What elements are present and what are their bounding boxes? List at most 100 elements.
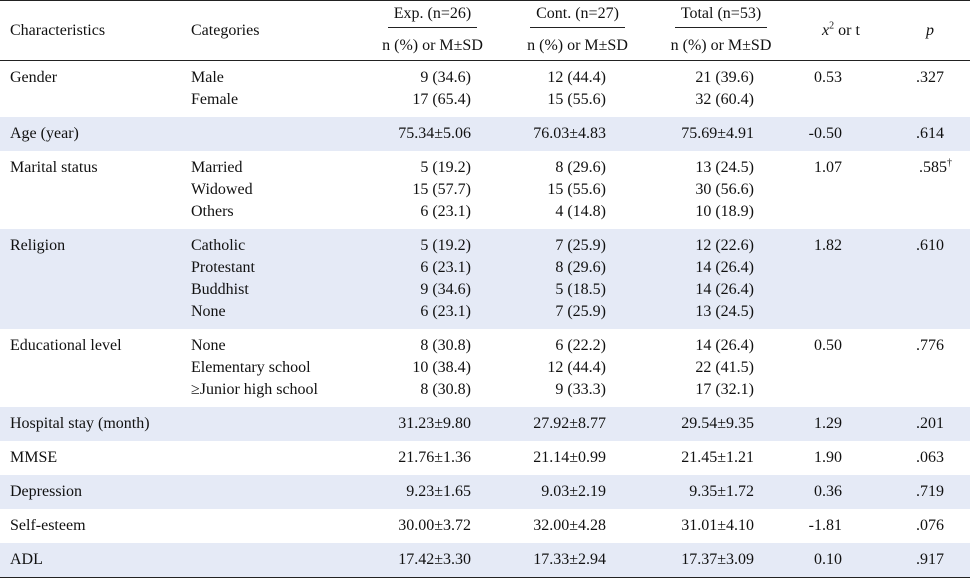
p-value: .201 [916,415,944,432]
table-row-religion: Religion Catholic Protestant Buddhist No… [0,229,970,329]
col-header-exp-label: Exp. (n=26) [387,5,478,28]
p-value: .327 [916,69,944,86]
table-row-self-esteem: Self-esteem 30.00±3.72 32.00±4.28 31.01±… [0,509,970,543]
total-values: 12 (22.6) 14 (26.4) 14 (26.4) 13 (24.5) [650,229,792,329]
cont-value: 27.92±8.77 [533,415,606,432]
total-value: 14 (26.4) [695,259,754,276]
cont-value: 12 (44.4) [547,69,606,86]
total-value: 9.35±1.72 [689,483,754,500]
total-value: 10 (18.9) [695,203,754,220]
row-label: Hospital stay (month) [10,415,150,432]
row-categories: Married Widowed Others [187,151,360,229]
row-categories: Male Female [187,61,360,118]
total-value: 13 (24.5) [695,159,754,176]
stat-value: 1.90 [814,449,842,466]
exp-value: 5 (19.2) [420,237,471,254]
cont-value: 12 (44.4) [547,359,606,376]
category: Widowed [191,181,253,198]
row-label: Educational level [10,337,122,354]
total-value: 22 (41.5) [695,359,754,376]
exp-value: 6 (23.1) [420,303,471,320]
category: ≥Junior high school [191,381,318,398]
header-row-sub: n (%) or M±SD n (%) or M±SD n (%) or M±S… [0,32,970,61]
total-value: 21 (39.6) [695,69,754,86]
p-value: .614 [916,125,944,142]
col-header-p: p [926,21,934,39]
col-header-exp: Exp. (n=26) [360,1,505,33]
table-row-mmse: MMSE 21.76±1.36 21.14±0.99 21.45±1.21 1.… [0,441,970,475]
stat-value: 1.29 [814,415,842,432]
cont-value: 7 (25.9) [555,237,606,254]
p-value: .610 [916,237,944,254]
total-values: 14 (26.4) 22 (41.5) 17 (32.1) [650,329,792,407]
stat-value: 1.82 [814,237,842,254]
col-header-cont: Cont. (n=27) [505,1,650,33]
table-row-gender: Gender Male Female 9 (34.6) 17 (65.4) 12… [0,61,970,118]
p-value: .585 [919,159,947,176]
cont-value: 9 (33.3) [555,381,606,398]
exp-values: 9 (34.6) 17 (65.4) [360,61,505,118]
subheader-cont: n (%) or M±SD [527,37,628,54]
p-value: .063 [916,449,944,466]
exp-value: 31.23±9.80 [398,415,471,432]
exp-value: 15 (57.7) [412,181,471,198]
cont-value: 17.33±2.94 [533,551,606,568]
category: None [191,337,226,354]
exp-value: 21.76±1.36 [398,449,471,466]
total-value: 75.69±4.91 [681,125,754,142]
cont-value: 15 (55.6) [547,181,606,198]
exp-value: 75.34±5.06 [398,125,471,142]
stat-value: 0.50 [814,337,842,354]
chi-superscript: 2 [829,20,835,32]
table-row-age: Age (year) 75.34±5.06 76.03±4.83 75.69±4… [0,117,970,151]
row-label: MMSE [10,449,58,466]
row-label: ADL [10,551,43,568]
total-value: 14 (26.4) [695,281,754,298]
cont-value: 8 (29.6) [555,159,606,176]
row-label: Religion [10,237,66,254]
total-value: 13 (24.5) [695,303,754,320]
category: Buddhist [191,281,249,298]
cont-value: 9.03±2.19 [541,483,606,500]
p-value: .719 [916,483,944,500]
exp-value: 6 (23.1) [420,259,471,276]
cont-value: 4 (14.8) [555,203,606,220]
exp-value: 30.00±3.72 [398,517,471,534]
category: None [191,303,226,320]
stat-value: 0.36 [814,483,842,500]
exp-value: 8 (30.8) [420,381,471,398]
chi-rest: or t [834,21,860,39]
category: Married [191,159,243,176]
col-header-categories: Categories [191,21,260,39]
cont-value: 32.00±4.28 [533,517,606,534]
table-row-marital-status: Marital status Married Widowed Others 5 … [0,151,970,229]
total-value: 31.01±4.10 [681,517,754,534]
col-header-total-label: Total (n=53) [674,5,768,28]
row-categories [187,441,360,475]
cont-value: 7 (25.9) [555,303,606,320]
cont-values: 12 (44.4) 15 (55.6) [505,61,650,118]
total-value: 17 (32.1) [695,381,754,398]
chi-symbol: x [822,21,830,39]
exp-value: 9 (34.6) [420,69,471,86]
row-label: Self-esteem [10,517,86,534]
exp-value: 5 (19.2) [420,159,471,176]
exp-value: 9 (34.6) [420,281,471,298]
p-value: .776 [916,337,944,354]
total-value: 29.54±9.35 [681,415,754,432]
col-header-characteristics: Characteristics [10,21,106,39]
exp-value: 17.42±3.30 [398,551,471,568]
row-categories [187,117,360,151]
exp-values: 5 (19.2) 15 (57.7) 6 (23.1) [360,151,505,229]
subheader-total: n (%) or M±SD [670,37,772,54]
cont-value: 5 (18.5) [555,281,606,298]
table-row-hospital-stay: Hospital stay (month) 31.23±9.80 27.92±8… [0,407,970,441]
header-row-top: Characteristics Categories Exp. (n=26) C… [0,0,970,39]
category: Female [191,91,239,108]
cont-value: 21.14±0.99 [533,449,606,466]
cont-value: 6 (22.2) [555,337,606,354]
stat-value: 0.10 [814,551,842,568]
cont-values: 8 (29.6) 15 (55.6) 4 (14.8) [505,151,650,229]
category: Male [191,69,224,86]
